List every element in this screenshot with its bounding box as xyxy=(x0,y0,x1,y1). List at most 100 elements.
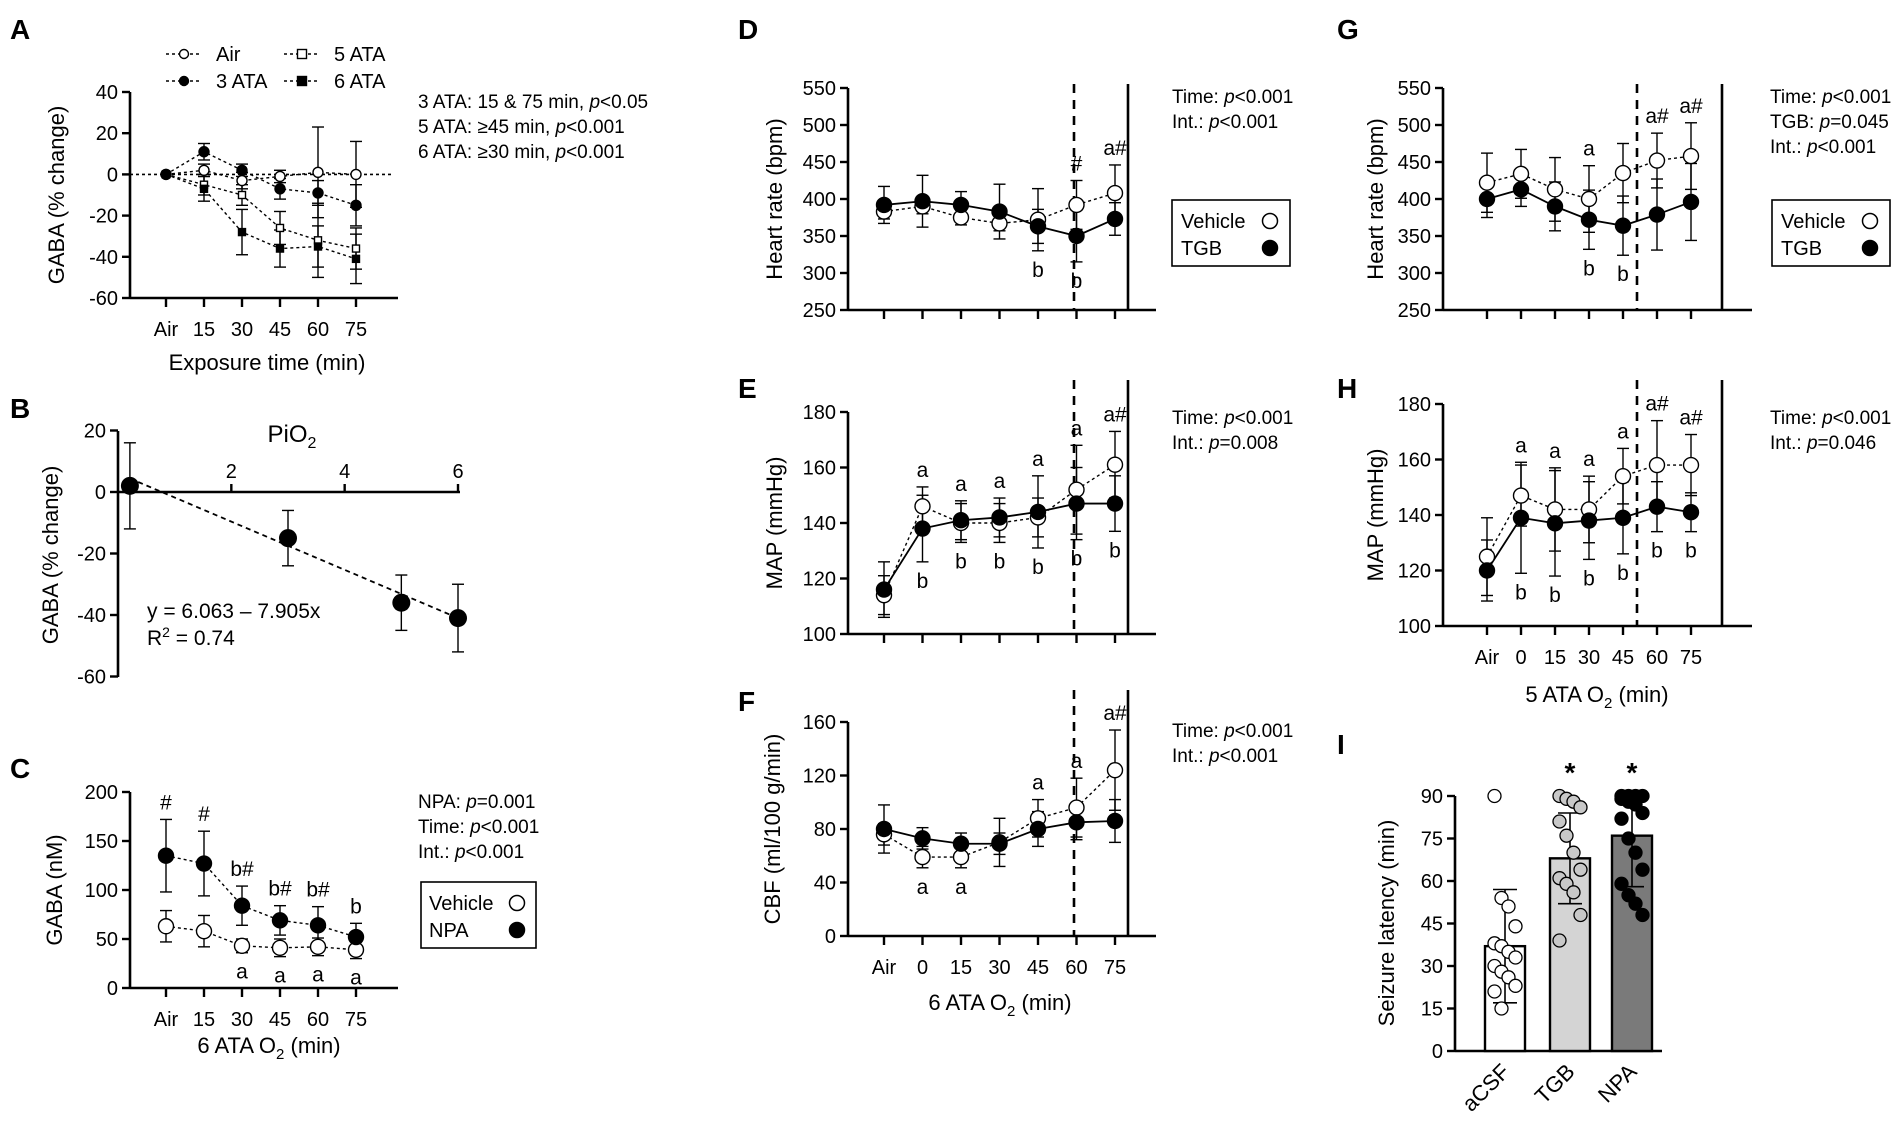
y-tick-label: -60 xyxy=(89,288,118,310)
y-axis-label: GABA (% change) xyxy=(38,466,63,645)
significance-label-bottom: b xyxy=(1515,581,1527,604)
y-tick-label: -60 xyxy=(77,667,106,689)
panel-a-line-chart: GABA (% change) Exposure time (min) Air … xyxy=(44,44,648,375)
x-label-subscript: 2 xyxy=(1604,695,1612,712)
significance-label-bottom: a xyxy=(350,967,362,990)
stat-text: Int.: xyxy=(1172,433,1209,454)
data-point xyxy=(199,184,209,194)
data-point xyxy=(1648,498,1666,515)
r2-superscript: 2 xyxy=(162,624,170,640)
legend: Air 3 ATA 5 ATA 6 ATA xyxy=(166,44,386,93)
significance-label-top: b xyxy=(350,895,362,918)
significance-label-bottom: b xyxy=(1651,540,1663,563)
data-point xyxy=(1512,509,1530,526)
significance-label-top: a xyxy=(1515,434,1527,457)
significance-label-top: a xyxy=(994,470,1006,493)
data-point xyxy=(274,183,286,195)
y-tick-label: 450 xyxy=(1398,152,1431,174)
regression-line xyxy=(129,477,459,619)
stat-line-3: Int.: p<0.001 xyxy=(1770,137,1876,158)
y-tick-label: 400 xyxy=(1398,189,1431,211)
y-axis-label: Heart rate (bpm) xyxy=(1363,118,1388,279)
y-tick-label: 0 xyxy=(107,978,118,1000)
significance-label-top: a xyxy=(1583,448,1595,471)
stat-p: p xyxy=(1806,137,1818,158)
y-tick-label: 75 xyxy=(1421,829,1443,851)
stat-value: <0.001 xyxy=(466,842,525,863)
stat-value: =0.008 xyxy=(1220,433,1279,454)
data-point xyxy=(914,830,931,847)
data-point xyxy=(271,912,289,929)
data-point xyxy=(1508,919,1523,934)
significance-label-bottom: a xyxy=(917,876,929,899)
y-tick-label: 180 xyxy=(803,402,836,424)
significance-label-bottom: b xyxy=(1071,548,1083,571)
stat-p: p xyxy=(1223,721,1235,742)
y-tick-label: 250 xyxy=(803,300,836,322)
panel-label-e: E xyxy=(738,373,757,404)
x-tick-label: 60 xyxy=(1646,647,1668,669)
y-tick-label: -40 xyxy=(77,605,106,627)
y-tick-label: 350 xyxy=(1398,226,1431,248)
significance-label-top: b# xyxy=(230,858,254,881)
panel-label-f: F xyxy=(738,686,755,717)
stat-text: TGB: xyxy=(1770,112,1820,133)
panel-label-g: G xyxy=(1337,14,1359,45)
significance-label-bottom: a xyxy=(236,961,248,984)
stat-line-2: Int.: p=0.008 xyxy=(1172,433,1278,454)
x-tick-label: Air xyxy=(872,957,897,979)
x-label-subscript: 2 xyxy=(276,1046,284,1063)
legend-box: Vehicle TGB xyxy=(1171,199,1291,267)
r-squared: R2 = 0.74 xyxy=(147,624,235,650)
data-point xyxy=(952,196,970,214)
stat-value: <0.05 xyxy=(600,92,648,113)
x-axis-label: 6 ATA O2 (min) xyxy=(928,990,1071,1020)
regression-equation: y = 6.063 – 7.905x xyxy=(147,600,321,623)
data-point xyxy=(952,512,970,529)
data-point xyxy=(1508,950,1523,965)
data-point xyxy=(1682,193,1700,211)
stat-line-3: 6 ATA: ≥30 min, p<0.001 xyxy=(418,142,625,163)
significance-label-top: a xyxy=(1071,750,1083,773)
data-point xyxy=(1106,761,1124,779)
legend-box: Vehicle NPA xyxy=(420,881,537,949)
stat-line-2: Int.: p<0.001 xyxy=(1172,746,1278,767)
data-point xyxy=(1580,512,1598,529)
data-point xyxy=(1478,548,1496,565)
x-tick-label: 30 xyxy=(988,957,1010,979)
data-point xyxy=(1621,831,1636,846)
y-axis-label: Heart rate (bpm) xyxy=(762,118,787,279)
data-point xyxy=(236,174,248,187)
y-tick-label: 140 xyxy=(803,513,836,535)
data-point xyxy=(237,190,247,200)
y-tick-label: 120 xyxy=(803,766,836,788)
significance-label-top: a xyxy=(955,473,967,496)
data-point xyxy=(1648,206,1666,223)
stat-p: p xyxy=(555,117,567,138)
data-point xyxy=(1566,885,1581,900)
significance-label-bottom: b xyxy=(1109,539,1121,562)
stat-p: p xyxy=(1223,408,1235,429)
data-point xyxy=(1635,907,1650,923)
stat-value: <0.001 xyxy=(481,817,540,838)
y-tick-label: 160 xyxy=(1398,450,1431,472)
panel-label-c: C xyxy=(10,753,30,784)
data-point xyxy=(1580,211,1598,228)
significance-label-bottom: b xyxy=(1032,556,1044,579)
data-point xyxy=(1487,788,1502,804)
stat-line-1: Time: p<0.001 xyxy=(1172,87,1293,108)
stat-text: Time: xyxy=(418,817,470,838)
stat-line-1: NPA: p=0.001 xyxy=(418,792,535,813)
x-tick-label: 75 xyxy=(1104,957,1126,979)
stat-text: Time: xyxy=(1172,87,1224,108)
data-point xyxy=(1573,907,1588,923)
significance-label-top: # xyxy=(1071,153,1083,176)
stat-p: p xyxy=(555,142,567,163)
legend-marker-npa xyxy=(508,921,526,939)
stat-line-3: Int.: p<0.001 xyxy=(418,842,524,863)
y-tick-label: 550 xyxy=(1398,78,1431,100)
data-point xyxy=(1068,481,1085,498)
data-point xyxy=(157,847,175,864)
x-tick-label: aCSF xyxy=(1457,1059,1514,1116)
